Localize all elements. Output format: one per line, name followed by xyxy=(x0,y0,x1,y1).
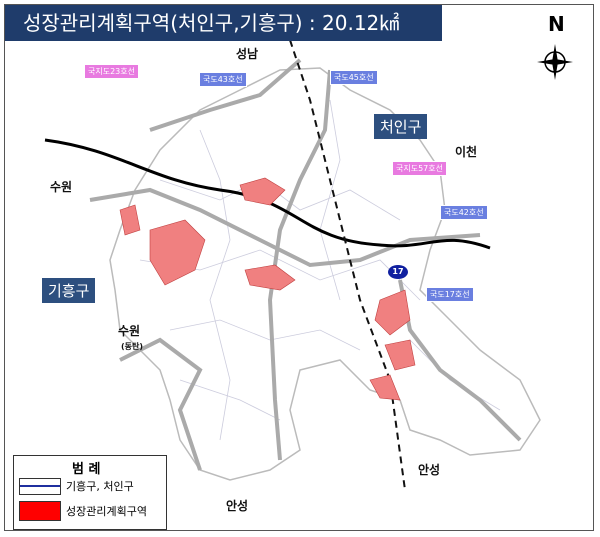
place-seongnam: 성남 xyxy=(236,47,259,61)
district-cheoin: 처인구 xyxy=(374,114,428,139)
legend: 범 례 기흥구, 처인구 성장관리계획구역 xyxy=(13,455,167,530)
place-anseong-south: 안성 xyxy=(226,499,249,513)
map-frame xyxy=(4,4,594,531)
route-17-shield: 17 xyxy=(388,265,408,279)
expressway xyxy=(44,138,491,250)
boundary-swatch xyxy=(19,478,61,495)
legend-zone-label: 성장관리계획구역 xyxy=(66,505,147,518)
route-national42: 국도42호선 xyxy=(440,205,488,220)
place-anseong-east: 안성 xyxy=(418,463,441,477)
route-national43: 국도43호선 xyxy=(199,72,247,87)
place-suwon-north: 수원 xyxy=(50,180,73,194)
route-national45: 국도45호선 xyxy=(330,70,378,85)
map-title: 성장관리계획구역(처인구,기흥구) : 20.12㎢ xyxy=(5,5,442,41)
place-icheon: 이천 xyxy=(455,145,478,159)
route-local23: 국지도23호선 xyxy=(84,64,139,79)
zone-swatch xyxy=(19,501,61,521)
growth-zones xyxy=(119,177,416,401)
place-dongtan: (동탄) xyxy=(121,342,144,351)
place-suwon-dongtan: 수원 xyxy=(118,324,141,338)
route-local57: 국지도57호선 xyxy=(392,161,447,176)
compass-rose-icon xyxy=(537,44,573,80)
legend-boundary-label: 기흥구, 처인구 xyxy=(66,480,134,493)
legend-title: 범 례 xyxy=(72,462,101,477)
north-label: N xyxy=(548,12,565,36)
district-giheung: 기흥구 xyxy=(42,278,96,303)
route-national17: 국도17호선 xyxy=(426,287,474,302)
